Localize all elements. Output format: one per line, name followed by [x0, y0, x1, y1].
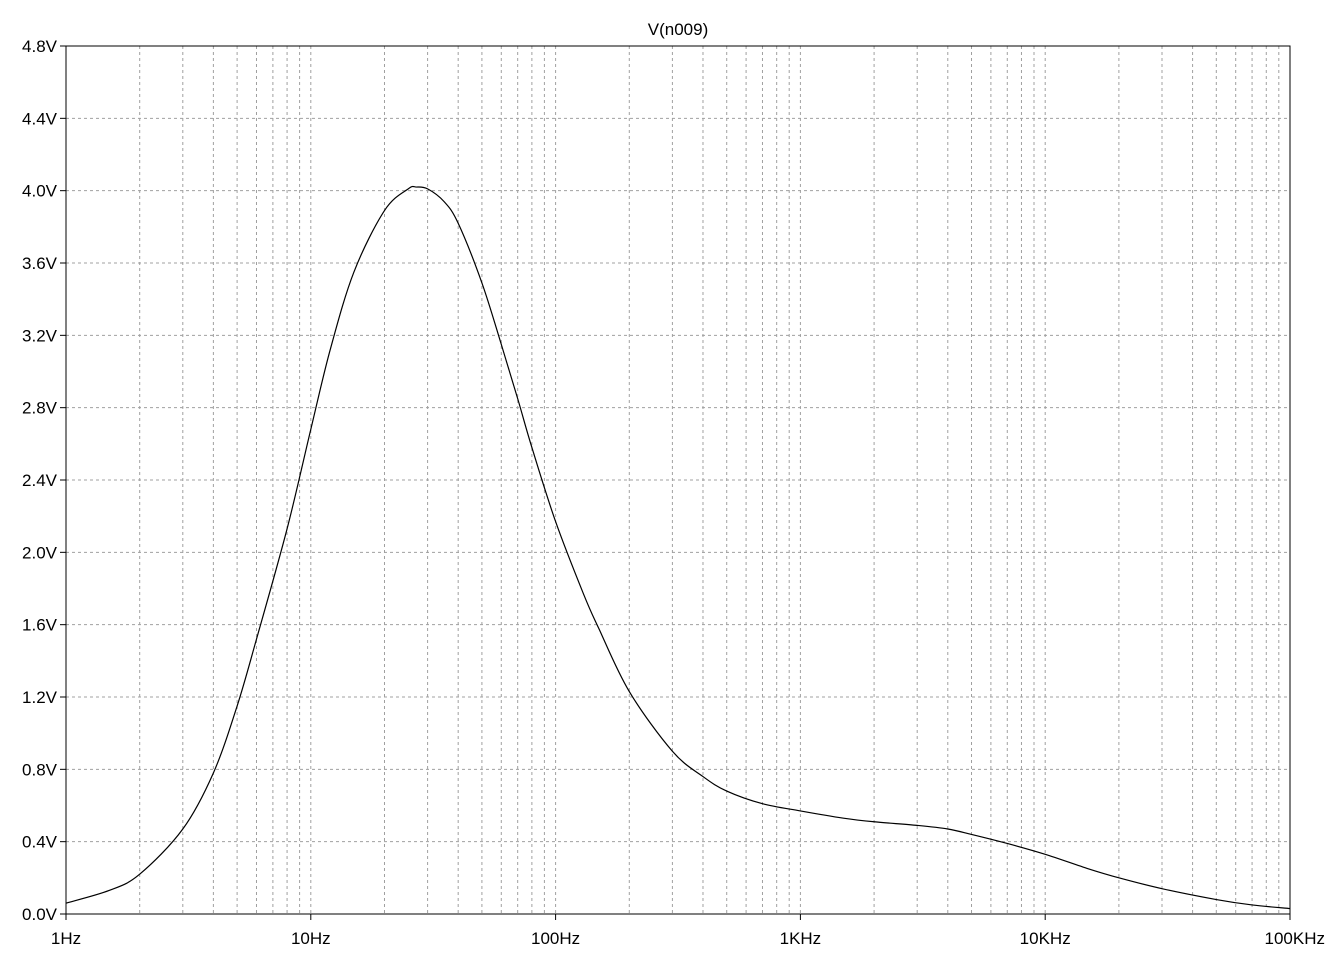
series-line: [65, 185, 1291, 910]
series-layer: [65, 185, 1291, 910]
grid: [66, 46, 1290, 914]
chart-title: V(n009): [648, 20, 708, 39]
x-tick-label: 100KHz: [1265, 929, 1325, 948]
y-tick-label: 4.4V: [22, 109, 58, 128]
y-tick-label: 3.2V: [22, 326, 58, 345]
x-tick-label: 100Hz: [531, 929, 580, 948]
y-tick-label: 2.0V: [22, 543, 58, 562]
x-tick-label: 10Hz: [291, 929, 331, 948]
y-tick-label: 1.2V: [22, 688, 58, 707]
y-tick-label: 2.4V: [22, 471, 58, 490]
x-tick-label: 10KHz: [1020, 929, 1071, 948]
y-tick-label: 4.0V: [22, 182, 58, 201]
y-tick-label: 0.8V: [22, 760, 58, 779]
y-tick-label: 2.8V: [22, 399, 58, 418]
x-tick-label: 1Hz: [51, 929, 81, 948]
y-tick-label: 0.0V: [22, 905, 58, 924]
y-tick-label: 0.4V: [22, 833, 58, 852]
y-tick-label: 1.6V: [22, 616, 58, 635]
y-axis: 0.0V 0.4V 0.8V 1.2V 1.6V 2.0V 2.4V 2.8V 3.2V 3.6V…: [22, 37, 66, 924]
y-tick-label: 3.6V: [22, 254, 58, 273]
x-axis: 1Hz 10Hz 100Hz 1KHz 10KHz 100KHz: [51, 914, 1325, 948]
x-tick-label: 1KHz: [780, 929, 822, 948]
y-tick-label: 4.8V: [22, 37, 58, 56]
